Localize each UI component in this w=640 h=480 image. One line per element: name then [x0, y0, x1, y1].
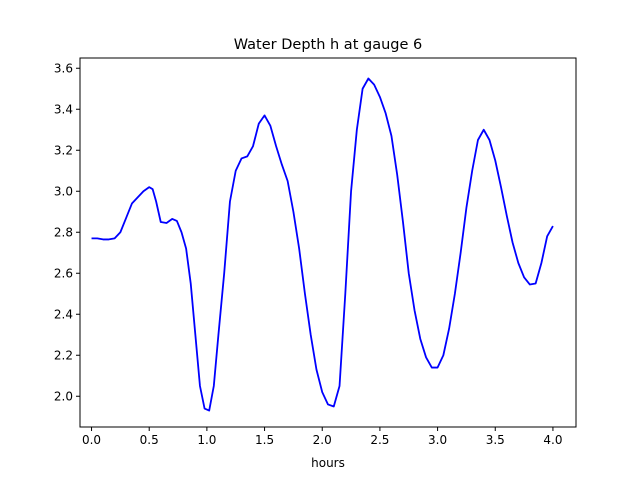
- x-tick-label: 2.5: [370, 433, 389, 447]
- chart-title: Water Depth h at gauge 6: [234, 37, 422, 53]
- y-tick-label: 3.0: [54, 184, 73, 198]
- y-tick-label: 2.4: [54, 307, 73, 321]
- x-tick-label: 3.0: [428, 433, 447, 447]
- plot-area: [79, 57, 577, 428]
- x-tick-label: 2.0: [313, 433, 332, 447]
- series-line: [91, 77, 554, 412]
- x-tick-label: 1.0: [197, 433, 216, 447]
- x-axis: 0.0 0.5 1.0 1.5 2.0 2.5 3.0 3.5 4.0: [82, 427, 562, 447]
- x-axis-label: hours: [311, 456, 345, 470]
- x-tick-label: 0.5: [140, 433, 159, 447]
- axes-frame: [79, 57, 577, 428]
- x-tick-label: 4.0: [543, 433, 562, 447]
- y-tick-label: 2.6: [54, 266, 73, 280]
- y-tick-label: 3.4: [54, 102, 73, 116]
- y-tick-label: 3.2: [54, 143, 73, 157]
- y-axis: 2.0 2.2 2.4 2.6 2.8 3.0 3.2 3.4 3.6: [54, 61, 80, 403]
- x-tick-label: 1.5: [255, 433, 274, 447]
- y-tick-label: 2.2: [54, 348, 73, 362]
- y-tick-label: 2.8: [54, 225, 73, 239]
- x-tick-label: 3.5: [486, 433, 505, 447]
- y-tick-label: 2.0: [54, 389, 73, 403]
- y-tick-label: 3.6: [54, 61, 73, 75]
- x-tick-label: 0.0: [82, 433, 101, 447]
